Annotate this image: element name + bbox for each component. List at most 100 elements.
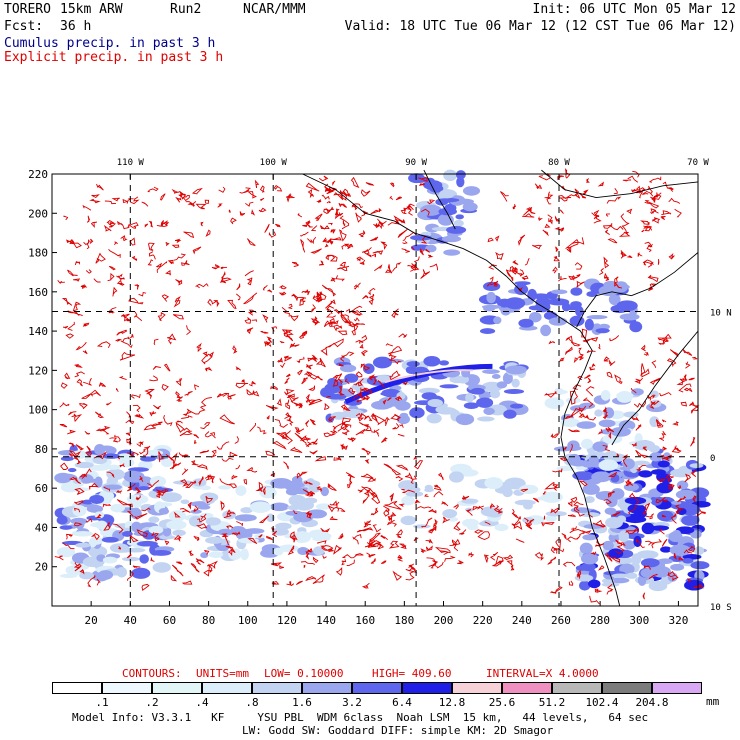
explicit-precip-contour-2-23	[198, 476, 204, 486]
explicit-precip-contour-0-99	[300, 231, 309, 237]
explicit-precip-contour-0-20	[355, 339, 364, 344]
explicit-precip-contour-2-29	[392, 570, 403, 581]
cumulus-precip-cell-7-36	[461, 498, 479, 504]
explicit-precip-contour-2-80	[226, 509, 236, 515]
explicit-precip-contour-6-42	[658, 430, 667, 441]
explicit-precip-contour-2-168	[205, 474, 213, 481]
cumulus-precip-cell-2-106	[427, 398, 444, 408]
colorbar-label-5: 3.2	[342, 696, 362, 709]
explicit-precip-contour-0-219	[200, 221, 204, 227]
explicit-precip-contour-5-98	[585, 177, 590, 183]
explicit-precip-contour-2-93	[251, 470, 258, 473]
explicit-precip-contour-0-31	[89, 238, 94, 245]
explicit-precip-contour-7-57	[511, 512, 521, 520]
explicit-precip-contour-0-174	[327, 206, 335, 214]
explicit-precip-contour-2-52	[154, 536, 160, 542]
cumulus-precip-cell-4-34	[581, 438, 594, 450]
explicit-precip-contour-6-149	[602, 444, 610, 452]
explicit-precip-contour-6-78	[584, 374, 591, 379]
cumulus-precip-cell-0-50	[88, 464, 110, 471]
explicit-precip-contour-6-51	[570, 496, 578, 503]
explicit-precip-contour-3-68	[370, 376, 378, 385]
explicit-precip-contour-2-69	[170, 574, 178, 582]
explicit-precip-contour-6-164	[666, 474, 674, 483]
explicit-precip-contour-1-55	[308, 398, 323, 406]
y-tick-label-20: 20	[35, 561, 48, 574]
explicit-precip-contour-2-139	[331, 500, 340, 509]
explicit-precip-contour-2-189	[420, 548, 427, 553]
explicit-precip-contour-6-151	[696, 509, 706, 517]
explicit-precip-contour-6-122	[592, 522, 605, 527]
cumulus-precip-cell-3-185	[616, 515, 627, 523]
explicit-precip-contour-2-181	[136, 529, 148, 538]
explicit-precip-contour-5-82	[486, 276, 494, 287]
x-tick-label-200: 200	[434, 614, 454, 627]
explicit-precip-contour-0-118	[325, 299, 336, 309]
model-info: Model Info: V3.3.1 KF YSU PBL WDM 6class…	[72, 711, 649, 724]
explicit-precip-contour-1-87	[93, 451, 108, 460]
explicit-precip-contour-1-108	[286, 373, 291, 378]
explicit-precip-contour-1-116	[311, 355, 317, 362]
explicit-precip-contour-4-21	[365, 182, 375, 186]
cumulus-precip-cell-1-63	[271, 527, 289, 536]
explicit-precip-contour-2-56	[416, 506, 432, 509]
explicit-precip-contour-0-25	[129, 237, 136, 246]
explicit-precip-contour-1-77	[152, 366, 161, 370]
cumulus-precip-cell-0-151	[136, 486, 151, 491]
explicit-precip-contour-2-22	[246, 467, 254, 472]
explicit-precip-contour-5-0	[621, 250, 627, 257]
cumulus-precip-cell-5-8	[608, 293, 621, 306]
explicit-precip-contour-3-4	[364, 415, 373, 422]
explicit-precip-contour-2-85	[270, 472, 276, 478]
explicit-precip-contour-1-105	[131, 394, 141, 399]
explicit-precip-contour-2-122	[103, 522, 111, 531]
explicit-precip-contour-0-83	[141, 201, 149, 207]
explicit-precip-contour-6-21	[657, 340, 666, 345]
explicit-precip-contour-3-105	[330, 320, 339, 325]
cumulus-precip-cell-7-33	[442, 508, 458, 519]
explicit-precip-contour-1-132	[179, 430, 194, 437]
explicit-precip-contour-1-139	[304, 371, 312, 377]
explicit-precip-contour-1-29	[287, 394, 296, 404]
cumulus-precip-cell-3-197	[656, 482, 674, 494]
cumulus-precip-cell-1-67	[199, 485, 212, 491]
explicit-precip-contour-4-57	[429, 263, 439, 271]
explicit-precip-contour-4-46	[400, 219, 406, 224]
explicit-precip-contour-4-22	[338, 202, 348, 208]
explicit-precip-contour-1-31	[175, 378, 183, 387]
explicit-precip-contour-2-67	[74, 562, 81, 567]
cumulus-precip-cell-5-46	[486, 291, 496, 304]
cumulus-precip-cell-4-14	[556, 465, 575, 472]
explicit-precip-contour-6-115	[562, 561, 576, 567]
explicit-precip-contour-1-2	[183, 427, 192, 432]
explicit-precip-contour-6-117	[567, 500, 573, 508]
explicit-precip-contour-0-193	[90, 221, 97, 228]
explicit-precip-contour-3-17	[357, 416, 365, 422]
explicit-precip-contour-2-72	[304, 492, 315, 497]
explicit-precip-contour-6-62	[602, 406, 608, 414]
explicit-precip-contour-3-47	[287, 414, 292, 422]
y-tick-label-180: 180	[28, 247, 48, 260]
y-tick-label-200: 200	[28, 207, 48, 220]
explicit-precip-contour-5-99	[650, 209, 659, 215]
explicit-precip-contour-6-66	[672, 421, 680, 426]
explicit-precip-contour-6-113	[569, 390, 578, 405]
explicit-precip-contour-5-87	[651, 218, 661, 224]
cumulus-precip-cell-1-86	[235, 485, 247, 496]
cumulus-precip-cell-2-74	[496, 381, 508, 389]
explicit-precip-contour-0-42	[122, 223, 130, 230]
cumulus-precip-cell-3-107	[602, 540, 614, 551]
cumulus-precip-cell-3-195	[640, 568, 657, 579]
explicit-precip-contour-2-38	[398, 503, 405, 508]
y-tick-label-120: 120	[28, 364, 48, 377]
explicit-precip-contour-4-15	[363, 249, 372, 258]
explicit-precip-contour-4-10	[389, 182, 395, 188]
explicit-precip-contour-2-184	[85, 518, 93, 523]
explicit-precip-contour-5-84	[648, 201, 660, 209]
explicit-precip-contour-2-148	[304, 480, 313, 485]
explicit-precip-contour-1-62	[235, 366, 242, 371]
explicit-precip-contour-1-140	[68, 411, 77, 416]
explicit-precip-contour-3-6	[340, 444, 345, 447]
x-tick-label-260: 260	[551, 614, 571, 627]
cumulus-precip-cell-3-57	[579, 542, 593, 555]
